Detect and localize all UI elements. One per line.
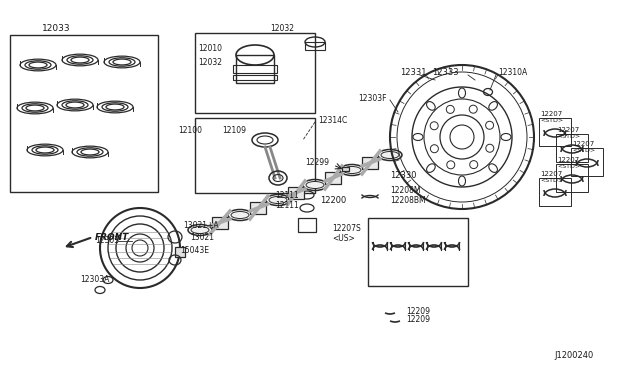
- Text: <STD>: <STD>: [540, 177, 563, 183]
- Ellipse shape: [191, 227, 209, 234]
- Ellipse shape: [269, 196, 287, 203]
- Text: 12111: 12111: [275, 201, 299, 209]
- Text: 12100: 12100: [178, 125, 202, 135]
- Text: 12207: 12207: [572, 141, 595, 147]
- Bar: [571, 148, 603, 176]
- Text: 12207: 12207: [540, 171, 563, 177]
- Text: 13021: 13021: [190, 232, 214, 241]
- Bar: [195, 118, 315, 193]
- Bar: [539, 118, 571, 146]
- Text: <STD>: <STD>: [557, 134, 580, 138]
- Text: 12299: 12299: [305, 157, 329, 167]
- Text: 12310A: 12310A: [498, 67, 527, 77]
- Text: 12207S: 12207S: [332, 224, 361, 232]
- Text: 12303A: 12303A: [80, 276, 109, 285]
- Text: 12208BM: 12208BM: [390, 196, 426, 205]
- Bar: [368, 218, 468, 286]
- Bar: [195, 33, 315, 113]
- Bar: [539, 178, 571, 206]
- Bar: [305, 42, 325, 50]
- Bar: [342, 167, 349, 171]
- Bar: [233, 65, 277, 73]
- Text: 12303: 12303: [95, 235, 119, 244]
- Text: 12207: 12207: [557, 127, 579, 133]
- Text: 15043E: 15043E: [180, 246, 209, 254]
- Text: 12331: 12331: [400, 67, 426, 77]
- Bar: [175, 247, 185, 257]
- Text: 12314C: 12314C: [318, 115, 348, 125]
- Bar: [288, 187, 304, 199]
- Text: <US>: <US>: [332, 234, 355, 243]
- Ellipse shape: [231, 212, 249, 218]
- Bar: [298, 218, 316, 232]
- Text: 12207: 12207: [557, 157, 579, 163]
- Text: 12010: 12010: [198, 44, 222, 52]
- Text: 12200: 12200: [320, 196, 346, 205]
- Text: 12209: 12209: [406, 315, 430, 324]
- Text: 12109: 12109: [222, 125, 246, 135]
- Text: 12032: 12032: [270, 23, 294, 32]
- Text: 12303F: 12303F: [358, 93, 387, 103]
- Bar: [250, 202, 266, 214]
- Text: 13021+A: 13021+A: [183, 221, 219, 230]
- Bar: [233, 75, 277, 80]
- Text: 12330: 12330: [390, 170, 417, 180]
- Text: 12032: 12032: [198, 58, 222, 67]
- Text: FRONT: FRONT: [95, 232, 129, 241]
- Bar: [10, 35, 158, 192]
- Text: J1200240: J1200240: [554, 352, 593, 360]
- Text: 12208M: 12208M: [390, 186, 420, 195]
- Text: 12207: 12207: [540, 111, 563, 117]
- Bar: [212, 217, 228, 229]
- Ellipse shape: [343, 167, 361, 173]
- Ellipse shape: [381, 151, 399, 158]
- Text: 12111: 12111: [275, 190, 299, 199]
- Bar: [362, 157, 378, 169]
- Text: <STD>: <STD>: [540, 118, 563, 122]
- Text: <STD>: <STD>: [572, 148, 595, 153]
- Bar: [325, 172, 341, 184]
- Bar: [556, 164, 588, 192]
- Text: 12033: 12033: [42, 23, 70, 32]
- Text: 12209: 12209: [406, 308, 430, 317]
- Text: <STD>: <STD>: [557, 164, 580, 169]
- Text: 12333: 12333: [432, 67, 459, 77]
- Bar: [556, 134, 588, 162]
- Bar: [236, 55, 274, 83]
- Ellipse shape: [306, 182, 324, 189]
